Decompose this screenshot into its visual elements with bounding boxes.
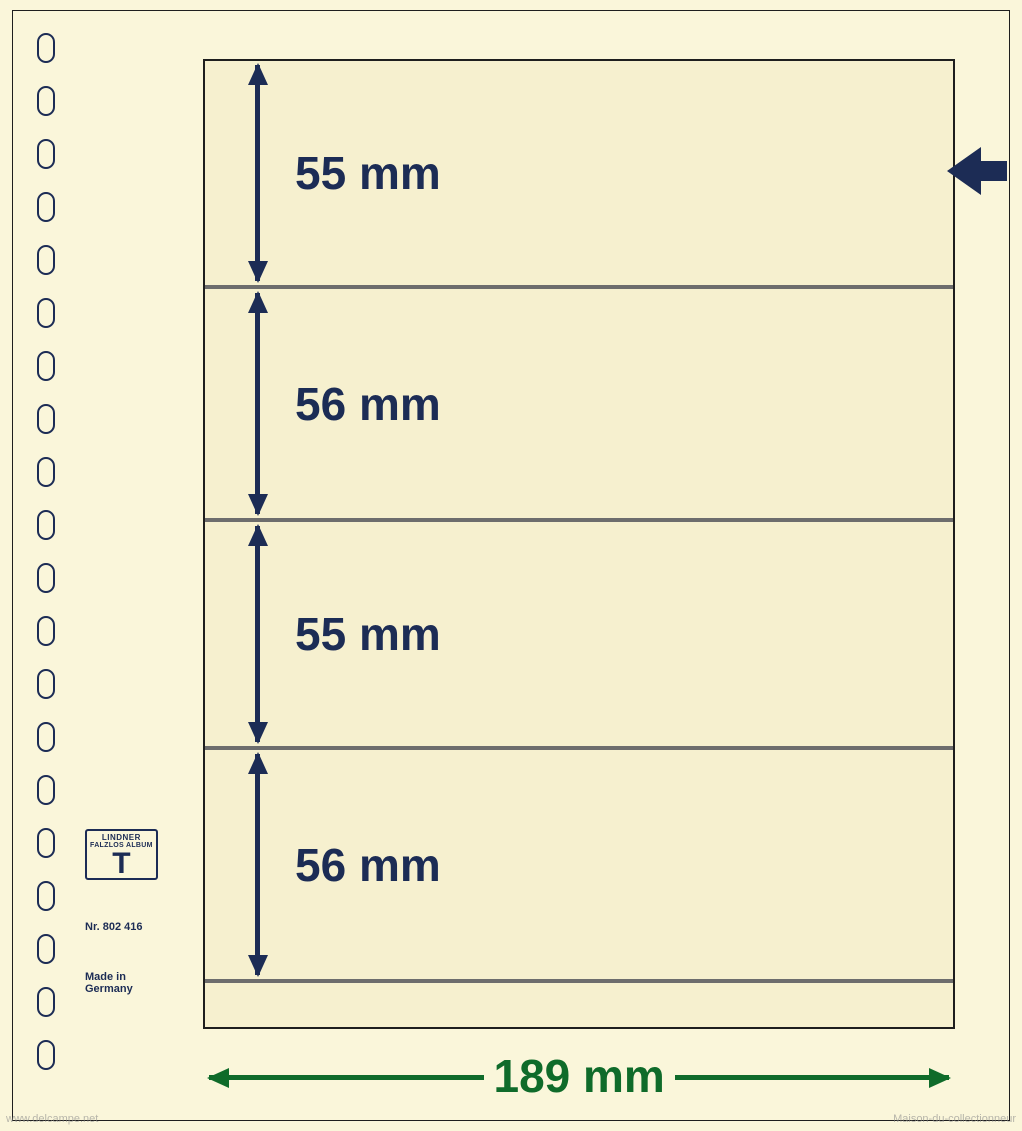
arrow-head-right-icon	[929, 1068, 951, 1088]
made-in-line1: Made in	[85, 971, 126, 983]
made-in-line2: Germany	[85, 983, 133, 995]
binder-hole	[37, 298, 55, 328]
width-label: 189 mm	[484, 1049, 675, 1103]
binder-hole	[37, 881, 55, 911]
binder-hole	[37, 563, 55, 593]
binder-hole	[37, 828, 55, 858]
arrow-head-up-icon	[248, 291, 268, 313]
binder-hole	[37, 86, 55, 116]
arrow-head-down-icon	[248, 722, 268, 744]
binder-holes	[13, 11, 73, 1120]
binder-hole	[37, 1040, 55, 1070]
binder-hole	[37, 33, 55, 63]
reference-number: Nr. 802 416	[85, 921, 143, 933]
binder-hole	[37, 775, 55, 805]
binder-hole	[37, 669, 55, 699]
binder-hole	[37, 351, 55, 381]
arrow-head-up-icon	[248, 524, 268, 546]
album-page-diagram: 189 mm LINDNER FALZLOS ALBUM T Nr. 802 4…	[0, 0, 1022, 1131]
binder-hole	[37, 192, 55, 222]
strip-height-label: 55 mm	[295, 607, 441, 661]
brand-letter: T	[90, 850, 153, 877]
watermark-right: Maison-du-collectionneur	[893, 1113, 1016, 1125]
arrow-head-down-icon	[248, 955, 268, 977]
binder-hole	[37, 510, 55, 540]
height-arrow	[255, 293, 260, 514]
height-arrow	[255, 526, 260, 742]
arrow-head-up-icon	[248, 752, 268, 774]
binder-hole	[37, 457, 55, 487]
strip-height-label: 55 mm	[295, 146, 441, 200]
strip-height-label: 56 mm	[295, 377, 441, 431]
binder-hole	[37, 987, 55, 1017]
arrow-head-up-icon	[248, 63, 268, 85]
insert-indicator-arrow-icon	[947, 143, 1007, 199]
binder-hole	[37, 934, 55, 964]
binder-hole	[37, 139, 55, 169]
arrow-head-down-icon	[248, 261, 268, 283]
brand-logo: LINDNER FALZLOS ALBUM T	[85, 829, 158, 880]
arrow-head-left-icon	[207, 1068, 229, 1088]
height-arrow	[255, 754, 260, 975]
made-in-label: Made in Germany	[85, 971, 133, 995]
arrow-head-down-icon	[248, 494, 268, 516]
brand-logo-box: LINDNER FALZLOS ALBUM T	[85, 829, 158, 880]
strip-height-label: 56 mm	[295, 838, 441, 892]
binder-hole	[37, 245, 55, 275]
height-arrow	[255, 65, 260, 281]
brand-name: LINDNER	[90, 833, 153, 842]
watermark-left: www.delcampe.net	[6, 1113, 98, 1125]
page-inner: 189 mm LINDNER FALZLOS ALBUM T Nr. 802 4…	[12, 10, 1010, 1121]
binder-hole	[37, 722, 55, 752]
binder-hole	[37, 616, 55, 646]
binder-hole	[37, 404, 55, 434]
